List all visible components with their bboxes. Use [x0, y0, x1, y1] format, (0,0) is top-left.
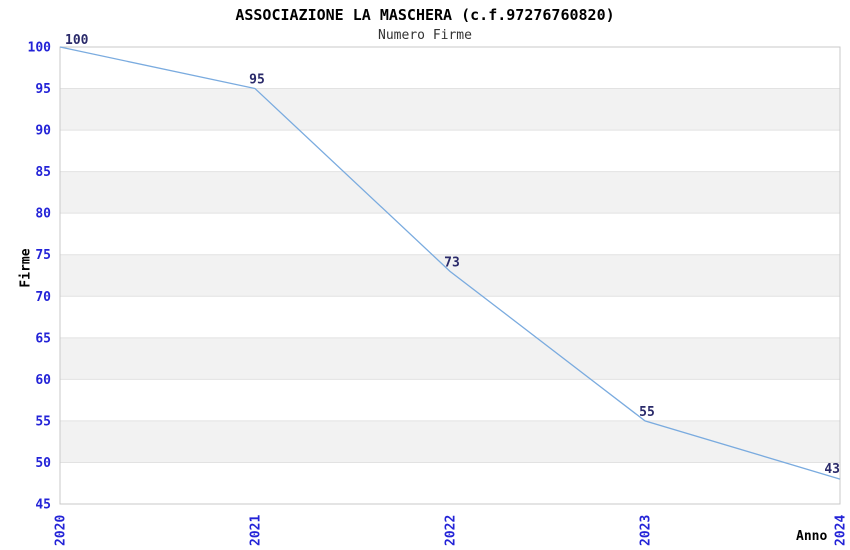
- x-tick-label: 2021: [249, 515, 264, 546]
- y-tick-label: 45: [35, 498, 51, 513]
- data-point-label: 73: [444, 255, 460, 270]
- plot-band: [60, 254, 840, 297]
- y-tick-label: 90: [35, 124, 51, 139]
- x-tick-label: 2024: [834, 515, 849, 546]
- plot-border: [59, 46, 841, 505]
- x-tick-label: 2022: [444, 515, 459, 546]
- y-tick-label: 100: [28, 41, 52, 56]
- y-tick-label: 70: [35, 290, 51, 305]
- data-point-label: 55: [639, 405, 655, 420]
- chart-title: ASSOCIAZIONE LA MASCHERA (c.f.9727676082…: [235, 6, 615, 24]
- plot-band: [60, 88, 840, 131]
- y-tick-label: 50: [35, 456, 51, 471]
- x-axis-title: Anno: [796, 529, 828, 544]
- y-tick-label: 95: [35, 82, 51, 97]
- y-tick-label: 55: [35, 414, 51, 429]
- y-tick-label: 60: [35, 373, 51, 388]
- data-point-label: 95: [249, 73, 265, 88]
- y-tick-label: 65: [35, 331, 51, 346]
- data-point-label: 100: [65, 33, 89, 48]
- x-tick-label: 2020: [54, 515, 69, 546]
- plot-band: [60, 337, 840, 380]
- plot-band: [60, 420, 840, 463]
- plot-band: [60, 171, 840, 214]
- data-line: [59, 46, 841, 480]
- y-tick-label: 80: [35, 207, 51, 222]
- y-tick-label: 85: [35, 165, 51, 180]
- x-tick-label: 2023: [639, 515, 654, 546]
- data-point-label: 43: [824, 462, 840, 477]
- y-tick-label: 75: [35, 248, 51, 263]
- chart-subtitle: Numero Firme: [378, 28, 472, 43]
